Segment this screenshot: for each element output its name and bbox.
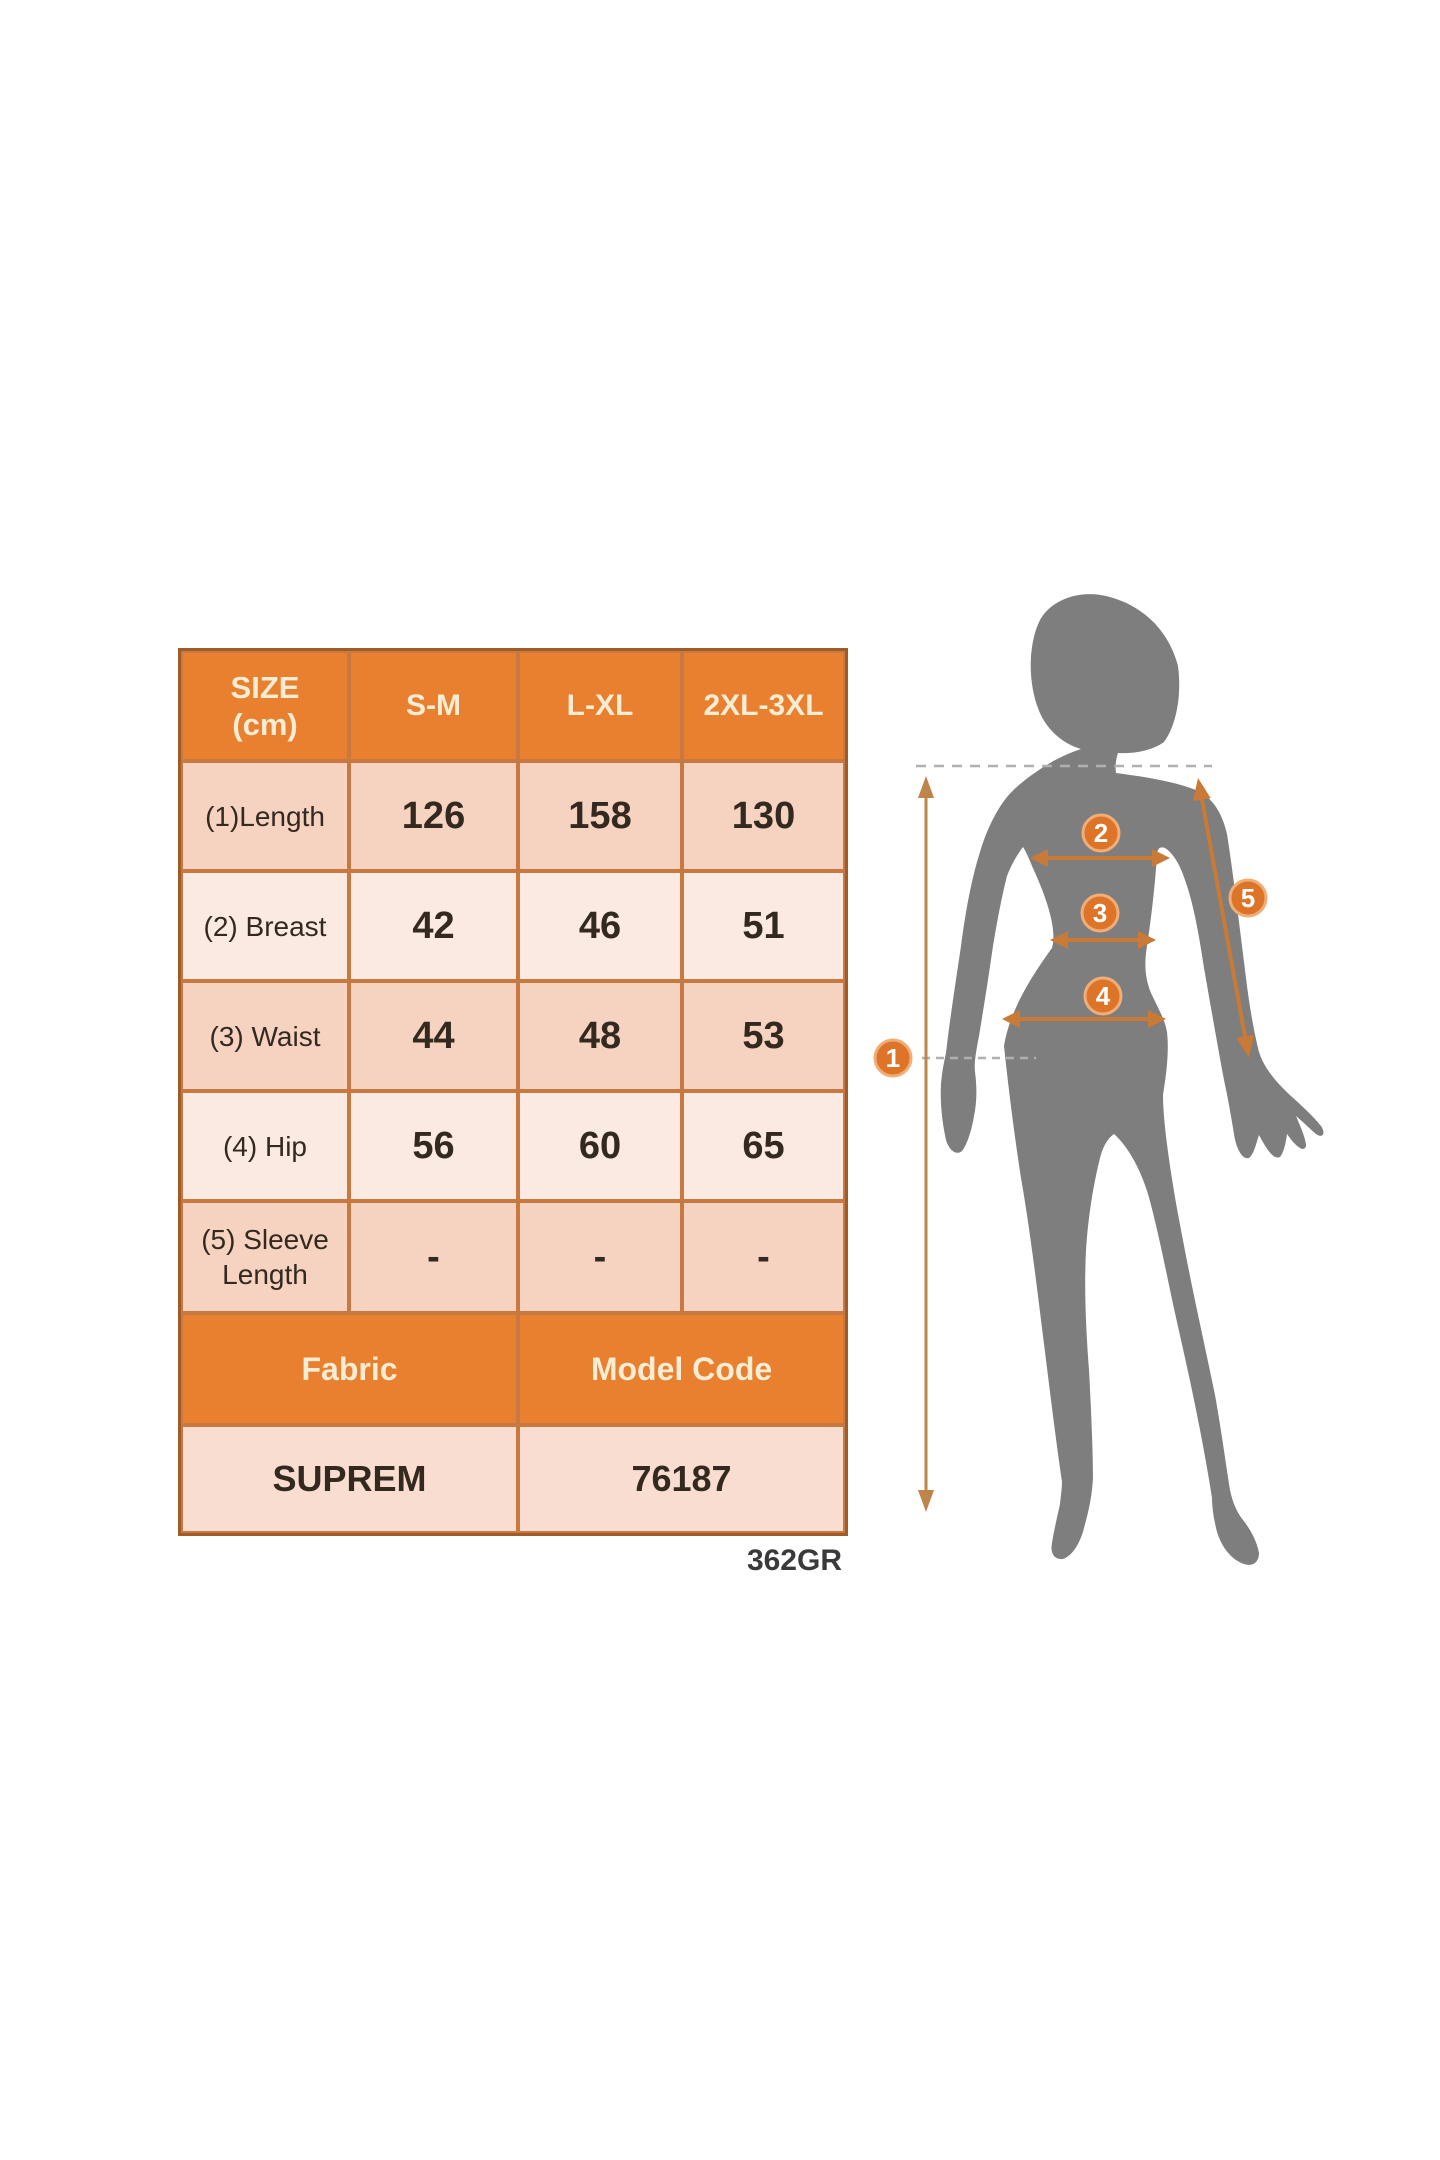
female-body-silhouette <box>940 594 1324 1565</box>
column-header-l-xl: L-XL <box>518 651 682 761</box>
style-code-note: 362GR <box>746 1544 842 1577</box>
row-label-hip: (4) Hip <box>181 1091 349 1201</box>
fabric-value: SUPREM <box>181 1425 518 1533</box>
value-breast-sm: 42 <box>349 871 518 981</box>
value-sleeve-lxl: - <box>518 1201 682 1313</box>
measure-badge-2: 2 <box>1081 813 1121 853</box>
value-breast-2xl: 51 <box>682 871 845 981</box>
hip-arrow <box>1002 1010 1166 1028</box>
svg-text:3: 3 <box>1093 898 1107 928</box>
row-label-waist: (3) Waist <box>181 981 349 1091</box>
model-code-value: 76187 <box>518 1425 845 1533</box>
svg-text:1: 1 <box>886 1043 900 1073</box>
fabric-header: Fabric <box>181 1313 518 1425</box>
model-code-header: Model Code <box>518 1313 845 1425</box>
sleeve-arrow <box>1192 778 1255 1058</box>
value-breast-lxl: 46 <box>518 871 682 981</box>
row-label-sleeve: (5) Sleeve Length <box>181 1201 349 1313</box>
row-label-length: (1)Length <box>181 761 349 871</box>
column-header-s-m: S-M <box>349 651 518 761</box>
size-header-line1: SIZE <box>230 669 300 705</box>
measure-badge-4: 4 <box>1083 976 1123 1016</box>
value-waist-sm: 44 <box>349 981 518 1091</box>
value-length-sm: 126 <box>349 761 518 871</box>
measure-badge-3: 3 <box>1080 893 1120 933</box>
measurement-diagram: 1 2 3 4 5 <box>873 594 1324 1565</box>
row-label-breast: (2) Breast <box>181 871 349 981</box>
value-length-2xl: 130 <box>682 761 845 871</box>
svg-text:5: 5 <box>1241 883 1255 913</box>
measure-badge-5: 5 <box>1228 878 1268 918</box>
svg-text:2: 2 <box>1094 818 1108 848</box>
value-hip-2xl: 65 <box>682 1091 845 1201</box>
value-sleeve-sm: - <box>349 1201 518 1313</box>
size-header-line2: (cm) <box>232 707 298 742</box>
value-length-lxl: 158 <box>518 761 682 871</box>
value-hip-lxl: 60 <box>518 1091 682 1201</box>
size-header-cell: SIZE (cm) <box>181 651 349 761</box>
length-arrow <box>918 776 934 1512</box>
column-header-2xl-3xl: 2XL-3XL <box>682 651 845 761</box>
value-waist-lxl: 48 <box>518 981 682 1091</box>
value-hip-sm: 56 <box>349 1091 518 1201</box>
waist-arrow <box>1050 931 1156 949</box>
value-sleeve-2xl: - <box>682 1201 845 1313</box>
breast-arrow <box>1030 849 1170 867</box>
measure-badge-1: 1 <box>873 1038 913 1078</box>
value-waist-2xl: 53 <box>682 981 845 1091</box>
size-table: SIZE (cm) S-M L-XL 2XL-3XL (1)Length 126… <box>178 648 848 1536</box>
svg-text:4: 4 <box>1096 981 1111 1011</box>
